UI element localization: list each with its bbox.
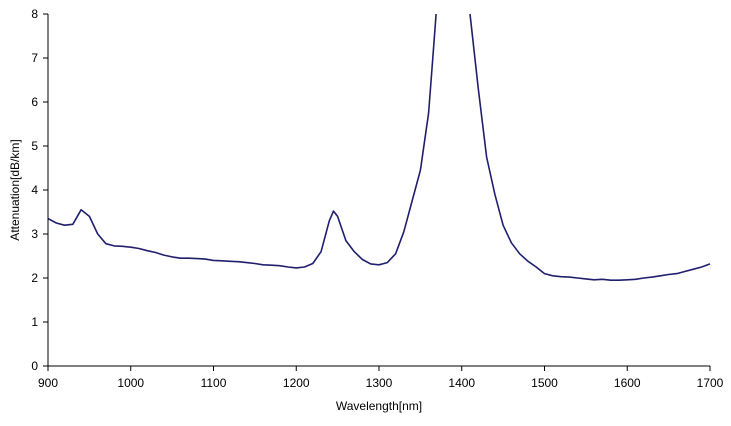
attenuation-series-line-2: [469, 13, 711, 282]
y-tick-label: 5: [31, 139, 38, 153]
x-tick-label: 1600: [614, 376, 641, 390]
x-tick-label: 1400: [448, 376, 475, 390]
y-tick-label: 2: [31, 271, 38, 285]
y-axis-ticks: 0 1 2 3 4 5 6 7 8: [31, 7, 48, 373]
x-axis-ticks: 900 1000 1100 1200 1300 1400 1500 1600 1700: [38, 366, 724, 390]
y-tick-label: 8: [31, 7, 38, 21]
x-tick-label: 1700: [697, 376, 724, 390]
x-axis-title: Wavelength[nm]: [336, 399, 422, 413]
y-axis-title: Attenuation[dB/km]: [8, 139, 22, 240]
y-tick-label: 3: [31, 227, 38, 241]
attenuation-series-line-1: [47, 13, 437, 269]
y-tick-label: 6: [31, 95, 38, 109]
y-tick-label: 1: [31, 315, 38, 329]
x-tick-label: 1200: [283, 376, 310, 390]
y-tick-label: 4: [31, 183, 38, 197]
x-tick-label: 1300: [366, 376, 393, 390]
y-tick-label: 7: [31, 51, 38, 65]
x-tick-label: 1500: [531, 376, 558, 390]
x-tick-label: 900: [38, 376, 58, 390]
y-tick-label: 0: [31, 359, 38, 373]
x-tick-label: 1000: [117, 376, 144, 390]
x-tick-label: 1100: [201, 376, 227, 390]
series-layer: [47, 13, 711, 282]
